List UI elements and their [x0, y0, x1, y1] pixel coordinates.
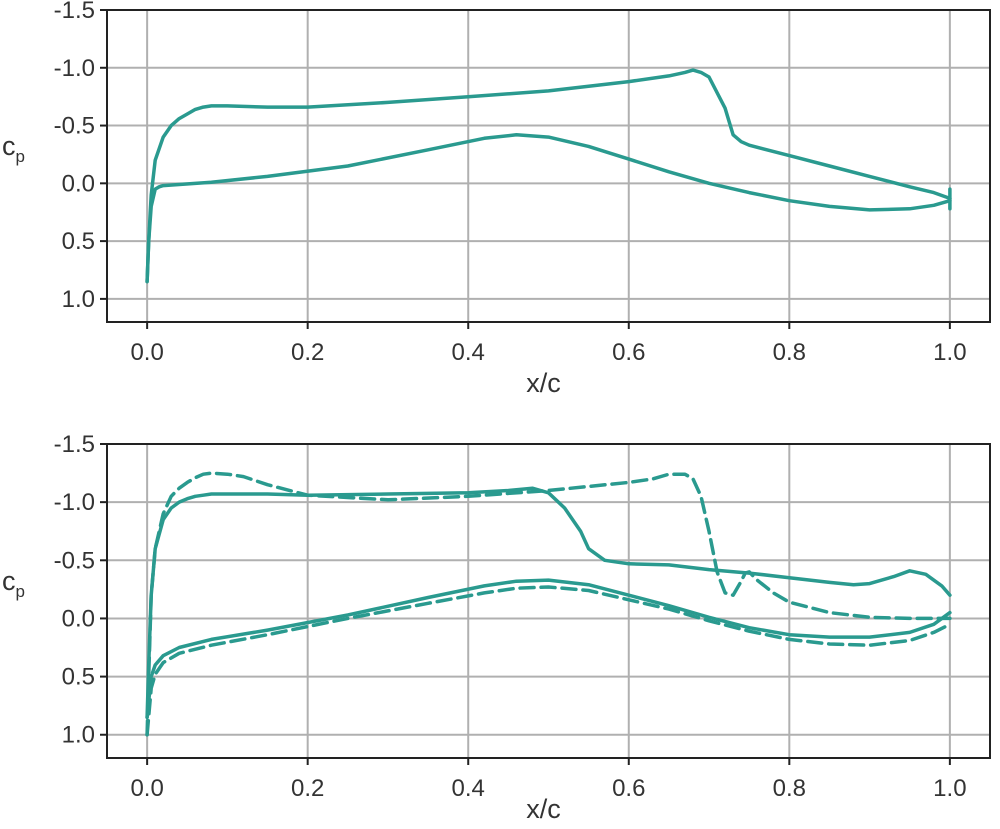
y-axis-label-subscript: p [16, 147, 25, 166]
x-tick-label: 0.2 [291, 339, 324, 366]
x-tick-label: 0.8 [773, 775, 806, 802]
y-tick-label: -1.0 [54, 489, 95, 516]
y-tick-label: 0.5 [62, 228, 95, 255]
series-line-2 [145, 578, 952, 720]
x-tick-label: 1.0 [933, 339, 966, 366]
plot-frame [106, 443, 991, 759]
y-axis-label-main: c [2, 131, 16, 161]
y-tick-label: -1.5 [54, 0, 95, 24]
y-tick-label: -0.5 [54, 113, 95, 140]
x-tick-label: 0.4 [452, 339, 485, 366]
series-line-1 [145, 68, 952, 284]
y-tick-label: 0.0 [62, 170, 95, 197]
chart-panel-bottom: 0.0 0.2 0.4 0.6 0.8 1.0 -1.5 -1.0 -0.5 0.0 0.5 1.0 x… [2, 431, 991, 824]
chart-panel-top: 0.0 0.2 0.4 0.6 0.8 1.0 -1.5 -1.0 -0.5 0.0 0.5 1.0 x… [2, 0, 991, 398]
series-line-3 [145, 471, 952, 737]
x-tick-label: 0.6 [612, 775, 645, 802]
x-tick-label: 0.0 [130, 339, 163, 366]
x-axis-label: x/c [526, 368, 561, 398]
y-axis-label: cp [2, 566, 25, 601]
y-tick-label: -1.0 [54, 55, 95, 82]
y-tick-label: 1.0 [62, 722, 95, 749]
x-axis-label: x/c [526, 794, 561, 824]
x-tick-label: 1.0 [933, 775, 966, 802]
x-tick-label: 0.8 [773, 339, 806, 366]
plot-frame [106, 9, 991, 323]
series-line-1 [145, 486, 952, 720]
y-tick-label: -1.5 [54, 431, 95, 458]
y-axis-label-subscript: p [16, 582, 25, 601]
y-tick-label: -0.5 [54, 547, 95, 574]
x-tick-label: 0.4 [452, 775, 485, 802]
y-axis-label: cp [2, 131, 25, 166]
y-tick-label: 1.0 [62, 286, 95, 313]
series-line-2 [145, 133, 952, 284]
y-axis-label-main: c [2, 566, 16, 596]
x-tick-label: 0.2 [291, 775, 324, 802]
y-tick-label: 0.5 [62, 664, 95, 691]
x-tick-label: 0.6 [612, 339, 645, 366]
y-tick-label: 0.0 [62, 605, 95, 632]
x-tick-label: 0.0 [130, 775, 163, 802]
series-line-4 [145, 585, 952, 737]
